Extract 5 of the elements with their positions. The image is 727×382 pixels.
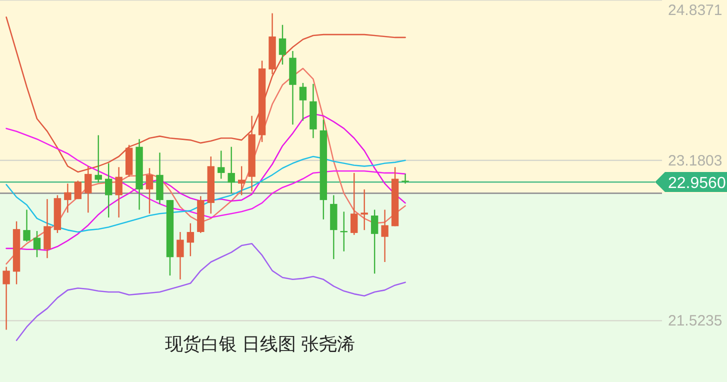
y-tick-label: 23.1803 [668,152,722,170]
ref-line-label: 22.9560 [668,175,726,192]
y-tick-label: 21.5235 [668,312,722,330]
y-tick-label: 24.8371 [668,2,722,19]
annotation: 现货白银 日线图 张尧浠 [165,334,356,354]
